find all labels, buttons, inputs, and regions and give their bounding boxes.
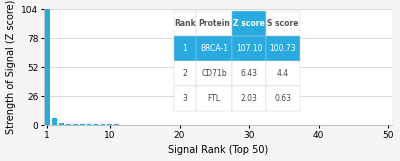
Y-axis label: Strength of Signal (Z score): Strength of Signal (Z score) — [6, 0, 16, 134]
Text: 0.63: 0.63 — [274, 94, 292, 103]
Bar — [114, 124, 119, 125]
Text: Protein: Protein — [198, 19, 230, 28]
Bar — [94, 124, 98, 125]
Text: 107.10: 107.10 — [236, 44, 262, 53]
Bar — [66, 124, 70, 125]
Bar — [59, 123, 64, 125]
Text: 2.03: 2.03 — [240, 94, 258, 103]
Bar — [73, 124, 78, 125]
Text: S score: S score — [267, 19, 299, 28]
Bar — [52, 118, 57, 125]
Text: 3: 3 — [182, 94, 188, 103]
Bar — [108, 124, 112, 125]
Text: 6.43: 6.43 — [240, 69, 258, 78]
Bar — [100, 124, 105, 125]
Text: FTL: FTL — [208, 94, 220, 103]
Text: 1: 1 — [183, 44, 187, 53]
Bar — [86, 124, 92, 125]
Text: 100.73: 100.73 — [270, 44, 296, 53]
Text: Z score: Z score — [233, 19, 265, 28]
Text: Rank: Rank — [174, 19, 196, 28]
Text: 4.4: 4.4 — [277, 69, 289, 78]
Bar — [45, 6, 50, 125]
Text: BRCA-1: BRCA-1 — [200, 44, 228, 53]
Text: 2: 2 — [183, 69, 187, 78]
Bar — [80, 124, 84, 125]
Text: CD71b: CD71b — [201, 69, 227, 78]
X-axis label: Signal Rank (Top 50): Signal Rank (Top 50) — [168, 145, 268, 155]
